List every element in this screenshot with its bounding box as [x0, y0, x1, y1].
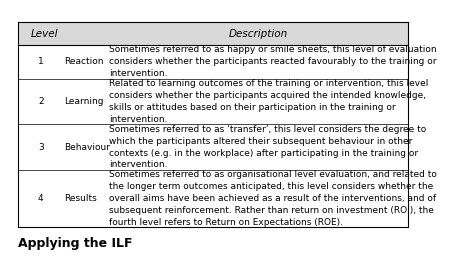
Bar: [18, 79, 408, 124]
Text: Sometimes referred to as ‘transfer’, this level considers the degree to
which th: Sometimes referred to as ‘transfer’, thi…: [109, 125, 427, 169]
Bar: [18, 45, 408, 79]
Text: 4: 4: [38, 194, 44, 203]
Text: 3: 3: [38, 143, 44, 152]
Text: 2: 2: [38, 97, 44, 106]
Text: Reaction: Reaction: [64, 57, 103, 66]
Text: Behaviour: Behaviour: [64, 143, 109, 152]
Text: Sometimes referred to as organisational level evaluation, and related to
the lon: Sometimes referred to as organisational …: [109, 170, 437, 227]
Text: Level: Level: [30, 29, 58, 38]
Text: Sometimes referred to as happy or smile sheets, this level of evaluation
conside: Sometimes referred to as happy or smile …: [109, 45, 437, 78]
Text: Learning: Learning: [64, 97, 103, 106]
Text: Applying the ILF: Applying the ILF: [18, 237, 133, 250]
Bar: [18, 170, 408, 227]
Text: Results: Results: [64, 194, 96, 203]
Bar: [18, 124, 408, 170]
Text: Description: Description: [229, 29, 289, 38]
Bar: [18, 22, 408, 45]
Text: 1: 1: [38, 57, 44, 66]
Text: Related to learning outcomes of the training or intervention, this level
conside: Related to learning outcomes of the trai…: [109, 80, 428, 124]
